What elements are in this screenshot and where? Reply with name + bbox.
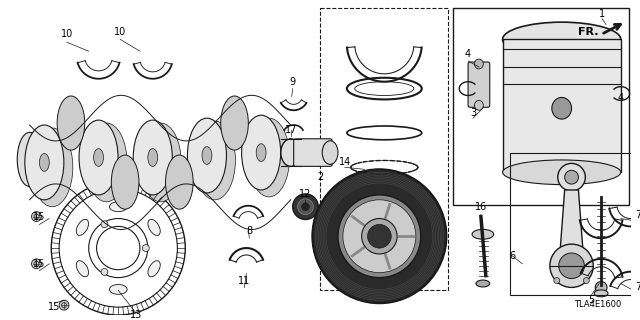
Circle shape (101, 221, 108, 228)
Ellipse shape (79, 120, 118, 195)
Ellipse shape (353, 205, 416, 219)
Ellipse shape (166, 155, 193, 209)
Ellipse shape (25, 125, 64, 200)
Circle shape (338, 195, 420, 277)
Text: 13: 13 (130, 310, 142, 320)
Ellipse shape (111, 155, 139, 209)
Text: 5: 5 (588, 295, 595, 305)
Circle shape (343, 200, 416, 273)
Circle shape (292, 194, 318, 220)
Ellipse shape (474, 100, 483, 110)
Ellipse shape (40, 154, 49, 171)
FancyBboxPatch shape (294, 139, 332, 166)
Ellipse shape (24, 131, 51, 188)
Text: 8: 8 (246, 226, 252, 236)
Ellipse shape (109, 284, 127, 294)
Text: 14: 14 (339, 157, 351, 167)
Ellipse shape (188, 118, 227, 193)
Ellipse shape (17, 132, 42, 187)
Ellipse shape (248, 118, 290, 197)
Ellipse shape (57, 96, 84, 150)
Ellipse shape (148, 261, 160, 277)
Ellipse shape (242, 115, 281, 190)
Ellipse shape (472, 229, 493, 239)
Text: 1: 1 (599, 9, 605, 19)
Ellipse shape (343, 200, 426, 223)
Ellipse shape (502, 160, 621, 185)
Ellipse shape (322, 141, 338, 164)
Circle shape (301, 203, 309, 211)
Circle shape (312, 169, 446, 303)
Ellipse shape (194, 121, 236, 200)
Circle shape (559, 253, 584, 279)
Ellipse shape (93, 149, 104, 166)
Circle shape (101, 268, 108, 276)
Ellipse shape (148, 219, 160, 236)
Ellipse shape (552, 98, 572, 119)
Text: 4: 4 (465, 49, 471, 59)
Ellipse shape (133, 120, 172, 195)
Circle shape (367, 224, 391, 248)
Circle shape (142, 244, 149, 252)
Circle shape (550, 244, 593, 287)
Text: 10: 10 (114, 27, 126, 36)
Ellipse shape (476, 280, 490, 287)
Circle shape (564, 170, 579, 184)
Text: 12: 12 (300, 189, 312, 199)
Ellipse shape (31, 128, 73, 207)
Circle shape (584, 277, 589, 284)
Text: 3: 3 (470, 108, 476, 118)
Circle shape (59, 300, 69, 310)
Text: 7: 7 (636, 210, 640, 220)
Text: 15: 15 (33, 259, 45, 269)
Text: 15: 15 (48, 302, 60, 312)
Ellipse shape (86, 123, 127, 202)
FancyBboxPatch shape (468, 62, 490, 107)
FancyBboxPatch shape (502, 39, 621, 172)
Text: 15: 15 (33, 212, 45, 221)
Ellipse shape (202, 147, 212, 164)
Text: 10: 10 (61, 29, 73, 39)
Circle shape (362, 219, 397, 254)
Circle shape (31, 259, 42, 269)
Text: 9: 9 (290, 77, 296, 87)
Text: 11: 11 (238, 276, 250, 285)
Ellipse shape (594, 290, 608, 297)
Text: 17: 17 (285, 125, 297, 135)
Ellipse shape (281, 139, 301, 166)
Text: 6: 6 (509, 251, 515, 261)
Ellipse shape (474, 59, 483, 69)
Circle shape (298, 199, 314, 215)
Circle shape (554, 277, 560, 284)
Text: FR.: FR. (578, 27, 598, 36)
Ellipse shape (109, 202, 127, 212)
Ellipse shape (256, 144, 266, 161)
Ellipse shape (140, 123, 181, 202)
Text: 16: 16 (475, 202, 487, 212)
Ellipse shape (502, 22, 621, 57)
Circle shape (31, 212, 42, 221)
Text: 4: 4 (618, 93, 624, 103)
Polygon shape (554, 190, 589, 271)
Ellipse shape (148, 149, 157, 166)
Text: TLA4E1600: TLA4E1600 (573, 300, 621, 309)
Text: 2: 2 (317, 172, 323, 182)
Ellipse shape (76, 219, 88, 236)
Ellipse shape (221, 96, 248, 150)
Circle shape (595, 282, 607, 293)
Ellipse shape (76, 261, 88, 277)
Text: 7: 7 (636, 283, 640, 292)
Circle shape (557, 164, 586, 191)
